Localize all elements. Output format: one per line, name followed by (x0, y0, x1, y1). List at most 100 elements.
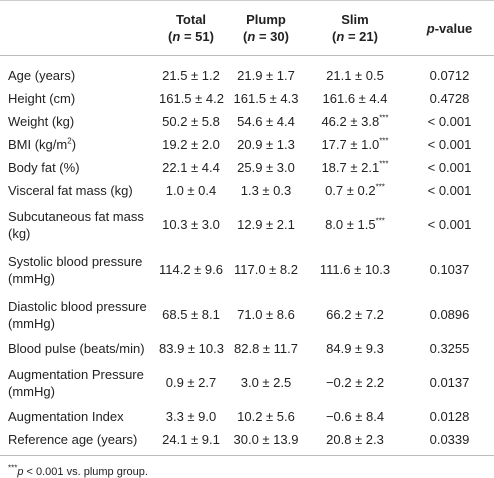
significance-mark: *** (379, 159, 389, 169)
cell-total: 21.5 ± 1.2 (162, 68, 220, 83)
table-row: BMI (kg/m2) 19.2 ± 2.0 20.9 ± 1.3 17.7 ± 1.… (0, 133, 494, 156)
row-label: Visceral fat mass (kg) (0, 179, 155, 202)
cell-plump: 20.9 ± 1.3 (237, 137, 295, 152)
row-label-text: Augmentation Pressure (mmHg) (8, 366, 144, 399)
cell-plump: 117.0 ± 8.2 (234, 262, 298, 277)
p-header-var: p (426, 20, 435, 36)
cell-total: 10.3 ± 3.0 (162, 217, 220, 232)
cell-p: < 0.001 (427, 114, 472, 129)
cell-slim: 111.6 ± 10.3 (305, 247, 405, 292)
header-cell: Slim (n = 21) (305, 0, 405, 56)
table-row: Augmentation Pressure (mmHg) 0.9 ± 2.7 3.0… (0, 360, 494, 405)
cell-p: < 0.001 (427, 217, 472, 232)
header-cell (0, 0, 155, 56)
table-row: Weight (kg) 50.2 ± 5.8 54.6 ± 4.4 46.2 ± 3.… (0, 110, 494, 133)
cell-value: 17.7 ± 1.0 (321, 137, 380, 152)
cell-plump: 30.0 ± 13.9 (227, 428, 305, 456)
table-row: Body fat (%) 22.1 ± 4.4 25.9 ± 3.0 18.7 ± 2… (0, 156, 494, 179)
table-row: Augmentation Index 3.3 ± 9.0 10.2 ± 5.6 −0.… (0, 405, 494, 428)
cell-total: 1.0 ± 0.4 (165, 183, 217, 198)
cell-slim: 8.0 ± 1.5*** (305, 202, 405, 247)
cell-value: −0.6 ± 8.4 (325, 409, 385, 424)
cell-plump: 54.6 ± 4.4 (237, 114, 295, 129)
column-name: Plump (246, 12, 286, 27)
table-row: Systolic blood pressure (mmHg) 114.2 ± 9.… (0, 247, 494, 292)
footnote: ***p < 0.001 vs. plump group. (0, 456, 494, 478)
cell-slim: 66.2 ± 7.2 (305, 292, 405, 337)
column-n-var: n (172, 29, 181, 44)
cell-value: 161.6 ± 4.4 (322, 91, 388, 106)
cell-total: 24.1 ± 9.1 (155, 428, 227, 456)
row-label-text: Augmentation Index (8, 409, 124, 424)
cell-p: 0.0712 (429, 68, 470, 83)
cell-slim: 46.2 ± 3.8*** (305, 110, 405, 133)
cell-value: 84.9 ± 9.3 (326, 341, 384, 356)
cell-value: −0.2 ± 2.2 (325, 375, 385, 390)
cell-p: 0.0339 (405, 428, 494, 456)
p-header-text: -value (434, 20, 473, 36)
row-label: Systolic blood pressure (mmHg) (0, 247, 155, 292)
cell-slim: 18.7 ± 2.1*** (305, 156, 405, 179)
cell-total: 114.2 ± 9.6 (159, 262, 223, 277)
cell-plump: 71.0 ± 8.6 (237, 307, 295, 322)
header-cell: Plump (n = 30) (227, 0, 305, 56)
row-label: Subcutaneous fat mass (kg) (0, 202, 155, 247)
table-row: Height (cm) 161.5 ± 4.2 161.5 ± 4.3 161.6 ±… (0, 87, 494, 110)
cell-p: 0.3255 (429, 341, 470, 356)
table-row: Blood pulse (beats/min) 83.9 ± 10.3 82.8 ±… (0, 337, 494, 360)
cell-plump: 161.5 ± 4.3 (233, 91, 299, 106)
row-label: Diastolic blood pressure (mmHg) (0, 292, 155, 337)
row-label-text: Age (years) (8, 68, 76, 83)
cell-plump: 21.9 ± 1.7 (237, 68, 295, 83)
column-n: ( (332, 29, 337, 44)
row-label-text: Subcutaneous fat mass (kg) (8, 208, 144, 241)
cell-total: 22.1 ± 4.4 (162, 160, 220, 175)
row-label-sup: 2 (67, 136, 72, 146)
row-label-text: BMI (kg/m (8, 137, 68, 152)
table-row: Diastolic blood pressure (mmHg) 68.5 ± 8.… (0, 292, 494, 337)
significance-mark: *** (375, 216, 385, 226)
cell-plump: 12.9 ± 2.1 (237, 217, 295, 232)
column-n: = 21) (344, 29, 378, 44)
cell-plump: 82.8 ± 11.7 (234, 341, 298, 356)
row-label: Weight (kg) (0, 110, 155, 133)
column-n: ( (243, 29, 248, 44)
table-row: Subcutaneous fat mass (kg) 10.3 ± 3.0 12.9… (0, 202, 494, 247)
row-label-text: ) (71, 137, 77, 152)
footnote-mark: *** (8, 463, 18, 473)
cell-value: 111.6 ± 10.3 (319, 262, 391, 277)
row-label: Reference age (years) (0, 428, 155, 456)
cell-p: < 0.001 (427, 183, 472, 198)
cell-value: 18.7 ± 2.1 (321, 160, 380, 175)
cell-total: 83.9 ± 10.3 (159, 341, 224, 356)
header-cell: p-value (405, 0, 494, 56)
table-head: Total (n = 51) Plump (n = 30) Slim (n = 21) p-… (0, 0, 494, 56)
column-n-var: n (247, 29, 256, 44)
row-label: Body fat (%) (0, 156, 155, 179)
cell-value: 0.7 ± 0.2 (325, 183, 376, 198)
cell-slim: 161.6 ± 4.4 (305, 87, 405, 110)
column-n: = 30) (255, 29, 289, 44)
cell-slim: 0.7 ± 0.2*** (305, 179, 405, 202)
row-label-text: Blood pulse (beats/min) (8, 341, 145, 356)
cell-p: 0.0137 (429, 375, 470, 390)
cell-slim: 20.8 ± 2.3 (305, 428, 405, 456)
significance-mark: *** (379, 113, 389, 123)
cell-p: < 0.001 (427, 160, 472, 175)
row-label-text: Diastolic blood pressure (mmHg) (8, 298, 147, 331)
cell-total: 68.5 ± 8.1 (162, 307, 220, 322)
cell-value: 66.2 ± 7.2 (326, 307, 384, 322)
row-label: Blood pulse (beats/min) (0, 337, 155, 360)
table-row: Reference age (years) 24.1 ± 9.1 30.0 ± 13… (0, 428, 494, 456)
row-label-text: Height (cm) (8, 91, 76, 106)
cell-slim: −0.2 ± 2.2 (305, 360, 405, 405)
row-label: BMI (kg/m2) (0, 133, 155, 156)
cell-p: 0.0896 (429, 307, 470, 322)
cell-slim: 21.1 ± 0.5 (305, 56, 405, 88)
cell-total: 161.5 ± 4.2 (159, 91, 224, 106)
cell-value: 20.8 ± 2.3 (326, 432, 384, 447)
row-label-text: Reference age (years) (8, 432, 138, 447)
cell-plump: 3.0 ± 2.5 (240, 375, 292, 390)
column-n: = 51) (180, 29, 214, 44)
footnote-var: p (17, 466, 24, 478)
